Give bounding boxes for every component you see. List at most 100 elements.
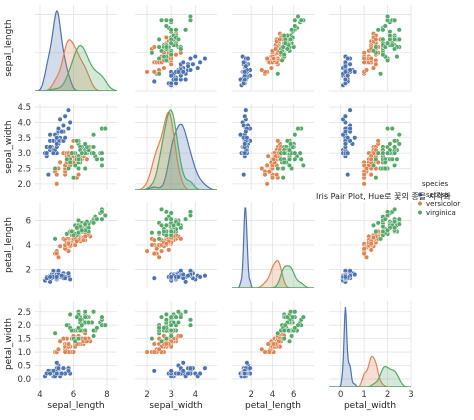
point-setosa [59, 129, 65, 135]
point-virginica [385, 13, 391, 20]
y-tick-label: 4 [26, 241, 31, 251]
point-virginica [292, 17, 298, 23]
point-versicolor [361, 172, 367, 178]
point-virginica [72, 338, 78, 344]
point-setosa [342, 63, 348, 69]
point-setosa [195, 65, 201, 71]
point-virginica [375, 150, 381, 156]
point-setosa [54, 141, 60, 147]
point-setosa [345, 150, 351, 156]
pair-plot-panels: sepal_length2.02.53.03.54.04.5sepal_widt… [4, 5, 414, 411]
point-virginica [168, 322, 174, 328]
point-virginica [392, 46, 398, 52]
point-virginica [52, 236, 58, 242]
point-virginica [289, 27, 295, 33]
point-setosa [243, 129, 249, 135]
point-virginica [187, 322, 194, 328]
point-virginica [298, 156, 304, 162]
point-virginica [392, 162, 398, 168]
point-virginica [91, 132, 97, 138]
point-virginica [91, 144, 97, 150]
point-virginica [158, 314, 165, 320]
point-versicolor [277, 36, 283, 42]
point-setosa [65, 107, 72, 113]
point-virginica [385, 150, 391, 156]
point-setosa [342, 129, 348, 135]
x-tick-label: 6 [71, 390, 76, 400]
point-versicolor [75, 172, 82, 178]
point-virginica [284, 314, 290, 320]
point-versicolor [363, 67, 370, 73]
point-virginica [158, 338, 165, 344]
point-virginica [380, 150, 386, 156]
chart-title: Iris Pair Plot, Hue로 꽃의 종을 시각화 [316, 191, 451, 201]
point-setosa [185, 63, 191, 69]
point-virginica [396, 216, 402, 222]
kde-virginica [35, 44, 117, 91]
point-virginica [300, 162, 306, 168]
point-versicolor [361, 246, 367, 252]
point-virginica [175, 319, 181, 326]
x-tick-label: 4 [193, 390, 198, 400]
point-virginica [292, 309, 298, 315]
point-versicolor [275, 138, 281, 144]
point-versicolor [264, 55, 270, 62]
point-virginica [295, 13, 301, 20]
point-setosa [345, 135, 351, 141]
point-virginica [102, 126, 108, 132]
point-virginica [168, 216, 174, 222]
point-versicolor [361, 181, 367, 187]
point-virginica [168, 333, 174, 339]
point-versicolor [151, 251, 157, 257]
point-virginica [168, 27, 174, 33]
panel-background [329, 104, 411, 190]
point-virginica [82, 141, 88, 147]
point-virginica [288, 141, 294, 147]
point-virginica [370, 222, 377, 228]
point-virginica [82, 221, 88, 227]
point-versicolor [151, 349, 157, 355]
point-virginica [292, 132, 298, 138]
point-setosa [173, 76, 179, 83]
x-tick-label: 2 [144, 390, 149, 400]
point-virginica [281, 328, 287, 334]
point-setosa [345, 55, 351, 62]
y-axis-label: sepal_length [4, 19, 14, 76]
point-versicolor [84, 156, 90, 162]
point-versicolor [163, 341, 169, 347]
panel-sepal_length-vs-petal_length [232, 5, 314, 92]
point-virginica [158, 222, 165, 228]
point-virginica [187, 317, 194, 323]
point-setosa [242, 76, 248, 83]
panel-petal_length-vs-sepal_width [135, 202, 217, 288]
point-versicolor [151, 237, 157, 243]
point-virginica [163, 209, 169, 215]
point-virginica [396, 221, 402, 227]
point-virginica [82, 309, 88, 315]
point-virginica [380, 52, 386, 58]
point-virginica [69, 328, 75, 334]
point-versicolor [173, 52, 179, 58]
y-tick-label: 2.0 [17, 321, 31, 331]
point-setosa [244, 360, 250, 366]
point-virginica [375, 27, 381, 33]
panel-petal_length-vs-sepal_length: 2 4 6 petal_length [4, 202, 117, 288]
point-virginica [79, 150, 85, 156]
point-virginica [284, 46, 290, 52]
point-virginica [99, 156, 105, 162]
point-virginica [94, 216, 100, 222]
point-virginica [69, 150, 75, 156]
panel-petal_width-vs-petal_width: 0 1 2 3 petal_width [329, 301, 414, 411]
point-setosa [59, 371, 65, 377]
point-virginica [387, 33, 393, 39]
point-virginica [75, 156, 82, 162]
x-tick-label: 3 [168, 390, 173, 400]
point-setosa [54, 274, 60, 280]
point-virginica [161, 54, 167, 60]
point-virginica [392, 17, 398, 23]
point-virginica [396, 36, 402, 42]
point-setosa [342, 141, 348, 147]
point-virginica [64, 156, 70, 162]
point-virginica [286, 162, 293, 168]
point-virginica [75, 230, 82, 236]
